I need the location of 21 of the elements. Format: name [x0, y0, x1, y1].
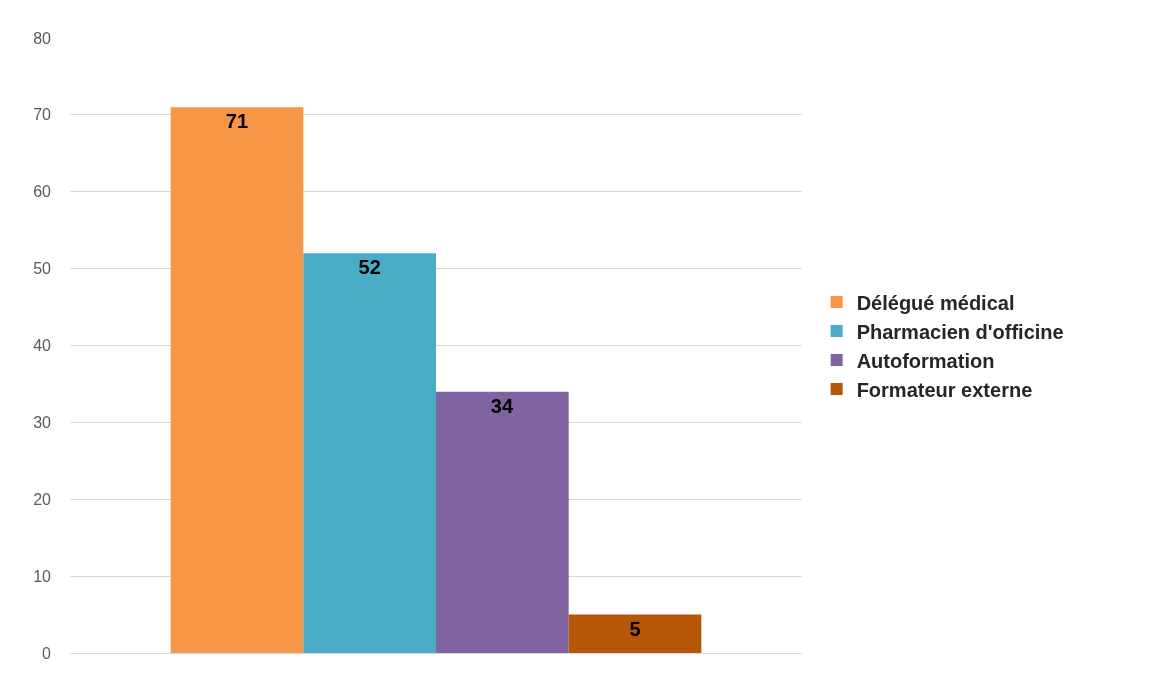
- y-tick-label: 20: [33, 490, 52, 508]
- legend-label: Délégué médical: [856, 291, 1015, 314]
- bar: [303, 253, 436, 653]
- legend-label: Formateur externe: [856, 378, 1033, 401]
- y-tick-label: 60: [33, 183, 52, 201]
- data-label: 5: [629, 617, 641, 640]
- y-tick-label: 0: [42, 644, 52, 662]
- y-tick-label: 50: [33, 260, 52, 278]
- bar: [568, 614, 702, 653]
- y-tick-label: 40: [33, 337, 52, 355]
- y-tick-label: 70: [33, 106, 52, 124]
- y-tick-label: 80: [33, 29, 52, 47]
- bar: [170, 107, 304, 653]
- y-tick-label: 10: [33, 567, 52, 585]
- data-label: 71: [225, 110, 249, 133]
- legend-label: Autoformation: [856, 349, 995, 372]
- data-label: 34: [490, 394, 514, 417]
- legend-label: Pharmacien d'officine: [856, 320, 1064, 343]
- y-tick-label: 30: [33, 413, 52, 431]
- bar: [436, 391, 569, 653]
- data-label: 52: [358, 256, 381, 279]
